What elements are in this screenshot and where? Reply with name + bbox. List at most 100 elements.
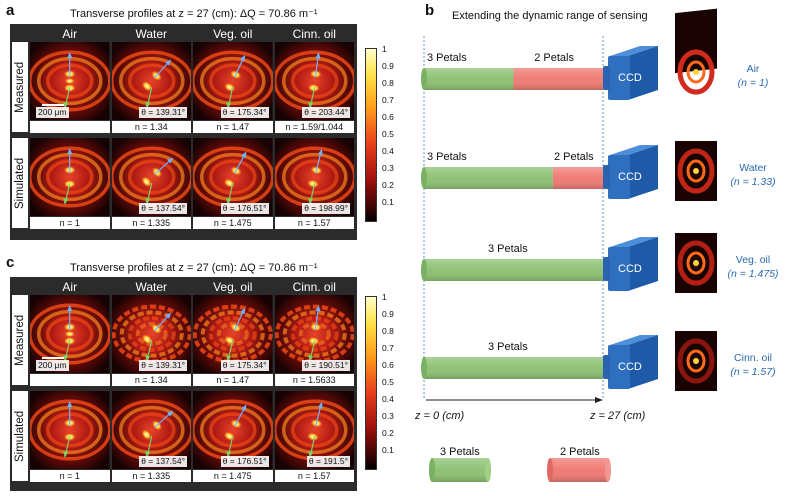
material-name-1: Water bbox=[739, 162, 767, 174]
sensor-image-0 bbox=[675, 8, 717, 95]
ccd-camera-2 bbox=[603, 237, 658, 291]
panel-c-measured-theta-2: θ = 175.34° bbox=[220, 360, 269, 371]
panel-c-scale-bar bbox=[42, 357, 64, 359]
panel-a-colorbar-tick: 1 bbox=[382, 44, 387, 54]
legend-2-petals-swatch bbox=[547, 458, 611, 482]
panel-c-simulated-image-2: θ = 176.51° bbox=[193, 391, 273, 469]
panel-c-colorbar-tick: 0.3 bbox=[382, 411, 394, 421]
material-label-3: Cinn. oil (n = 1.57) bbox=[722, 351, 784, 379]
panel-a-measured-theta-1: θ = 139.31° bbox=[139, 107, 187, 118]
panel-a-scale-bar bbox=[42, 104, 64, 106]
panel-a-simulated-image-2: θ = 176.51° bbox=[193, 138, 273, 216]
panel-a-simulated-image-3: θ = 198.99° bbox=[274, 138, 354, 216]
panel-a-simulated-theta-3: θ = 198.99° bbox=[302, 203, 350, 214]
ccd-camera-1 bbox=[603, 145, 658, 199]
panel-c-measured-theta-1: θ = 139.31° bbox=[139, 360, 187, 371]
panel-a-col-header-water: Water bbox=[135, 27, 168, 41]
panel-c-simulated-theta-1: θ = 137.54° bbox=[139, 456, 187, 467]
panel-a-measured-image-3: θ = 203.44° bbox=[274, 42, 354, 120]
material-name-3: Cinn. oil bbox=[734, 352, 772, 364]
panel-a-measured-theta-2: θ = 175.34° bbox=[220, 107, 269, 118]
ccd-label-2: CCD bbox=[618, 263, 642, 275]
material-name-0: Air bbox=[746, 63, 760, 75]
panel-c-colorbar-tick: 0.1 bbox=[382, 445, 394, 455]
panel-a-simulated-n-0: n = 1 bbox=[30, 217, 110, 229]
panel-c-colorbar: 1 0.9 0.8 0.7 0.6 0.5 0.4 0.3 0.2 0.1 bbox=[365, 292, 394, 470]
panel-a-col-header-veg-oil: Veg. oil bbox=[213, 27, 253, 41]
panel-a-col-header-cinn-oil: Cinn. oil bbox=[292, 27, 336, 41]
material-n-1: (n = 1.33) bbox=[730, 176, 776, 188]
panel-a-measured-n-1: n = 1.34 bbox=[111, 121, 191, 133]
sensor-image-3 bbox=[675, 331, 717, 391]
panel-c-simulated-image-3: θ = 191.5° bbox=[274, 391, 354, 469]
z-start-label: z = 0 (cm) bbox=[415, 410, 465, 422]
panel-c-scale-bar-label: 200 μm bbox=[36, 360, 69, 371]
panel-a-colorbar-tick: 0.8 bbox=[382, 78, 394, 88]
panel-a-measured-n-2: n = 1.47 bbox=[193, 121, 273, 133]
legend-3-petals-label: 3 Petals bbox=[440, 446, 480, 458]
panel-c-col-header-cinn-oil: Cinn. oil bbox=[292, 280, 336, 294]
material-label-0: Air (n = 1) bbox=[722, 62, 784, 90]
panel-a-colorbar-tick: 0.7 bbox=[382, 95, 394, 105]
fiber-row-3 bbox=[421, 331, 717, 391]
panel-a-measured-image-0: 200 μm bbox=[30, 42, 110, 120]
fiber-row-2-label-0: 3 Petals bbox=[488, 243, 528, 255]
panel-c-col-header-water: Water bbox=[135, 280, 168, 294]
panel-a-row-label-simulated: Simulated bbox=[12, 138, 28, 228]
material-n-2: (n = 1.475) bbox=[727, 268, 779, 280]
panel-a-simulated-n-1: n = 1.335 bbox=[111, 217, 191, 229]
fiber-row-3-label-0: 3 Petals bbox=[488, 341, 528, 353]
material-n-0: (n = 1) bbox=[737, 77, 769, 89]
panel-a-colorbar: 1 0.9 0.8 0.7 0.6 0.5 0.4 0.3 0.2 0.1 bbox=[365, 44, 394, 222]
panel-a-measured-image-2: θ = 175.34° bbox=[193, 42, 273, 120]
panel-b-letter: b bbox=[425, 2, 435, 19]
ccd-camera-0 bbox=[603, 46, 658, 100]
fiber-row-0-label-0: 3 Petals bbox=[427, 52, 467, 64]
fiber-row-2 bbox=[421, 233, 717, 293]
panel-a-letter: a bbox=[6, 2, 15, 19]
panel-c-measured-n-1: n = 1.34 bbox=[111, 374, 191, 386]
panel-c-measured-n-0 bbox=[30, 374, 110, 386]
panel-c-simulated-image-0 bbox=[30, 391, 110, 469]
panel-c-row-label-measured: Measured bbox=[12, 295, 28, 385]
panel-c-colorbar-tick: 0.6 bbox=[382, 360, 394, 370]
panel-a-col-header-air: Air bbox=[62, 27, 78, 41]
panel-a-simulated-n-2: n = 1.475 bbox=[193, 217, 273, 229]
legend-2-petals-label: 2 Petals bbox=[560, 446, 600, 458]
panel-c-grid: Air Water Veg. oil Cinn. oil Measured 200 μm bbox=[10, 277, 357, 491]
ccd-camera-3 bbox=[603, 335, 658, 389]
panel-c-letter: c bbox=[6, 254, 15, 271]
panel-c-colorbar-tick: 0.8 bbox=[382, 326, 394, 336]
panel-c-measured-image-3: θ = 190.51° bbox=[274, 295, 354, 373]
panel-c-colorbar-tick: 1 bbox=[382, 292, 387, 302]
panel-c-colorbar-tick: 0.2 bbox=[382, 428, 394, 438]
panel-c-measured-n-2: n = 1.47 bbox=[193, 374, 273, 386]
panel-c-colorbar-tick: 0.5 bbox=[382, 377, 394, 387]
panel-c-simulated-theta-2: θ = 176.51° bbox=[220, 456, 269, 467]
panel-c-measured-theta-3: θ = 190.51° bbox=[302, 360, 350, 371]
panel-c-col-header-air: Air bbox=[62, 280, 78, 294]
panel-a-colorbar-tick: 0.2 bbox=[382, 180, 394, 190]
panel-a-simulated-n-3: n = 1.57 bbox=[274, 217, 354, 229]
panel-a-row-label-measured: Measured bbox=[12, 42, 28, 132]
panel-c-colorbar-tick: 0.9 bbox=[382, 309, 394, 319]
panel-c-measured-image-2: θ = 175.34° bbox=[193, 295, 273, 373]
panel-a-measured-n-0 bbox=[30, 121, 110, 133]
panel-a-colorbar-tick: 0.5 bbox=[382, 129, 394, 139]
panel-a-scale-bar-label: 200 μm bbox=[36, 107, 69, 118]
material-n-3: (n = 1.57) bbox=[730, 366, 776, 378]
panel-a-colorbar-tick: 0.4 bbox=[382, 146, 394, 156]
panel-a-colorbar-tick: 0.9 bbox=[382, 61, 394, 71]
material-name-2: Veg. oil bbox=[735, 254, 771, 266]
material-label-1: Water (n = 1.33) bbox=[722, 161, 784, 189]
sensor-image-1 bbox=[675, 141, 717, 201]
panel-b-title: Extending the dynamic range of sensing bbox=[452, 10, 648, 22]
panel-a-measured-n-3: n = 1.59/1.044 bbox=[274, 121, 354, 133]
fiber-row-0-label-1: 2 Petals bbox=[534, 52, 574, 64]
panel-c-simulated-image-1: θ = 137.54° bbox=[111, 391, 191, 469]
fiber-row-0 bbox=[421, 8, 717, 100]
panel-c-measured-image-1: θ = 139.31° bbox=[111, 295, 191, 373]
panel-c-row-label-simulated: Simulated bbox=[12, 391, 28, 481]
panel-c-measured-image-0: 200 μm bbox=[30, 295, 110, 373]
panel-a-simulated-image-0 bbox=[30, 138, 110, 216]
